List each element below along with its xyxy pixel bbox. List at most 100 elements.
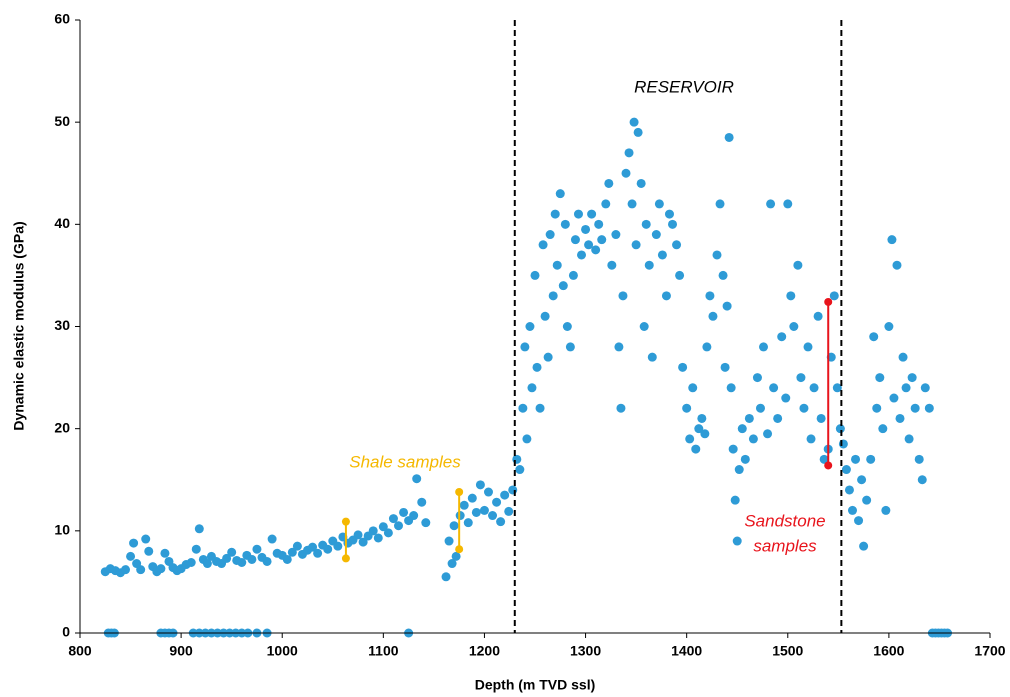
data-point <box>353 530 363 540</box>
data-point <box>570 235 580 245</box>
data-point <box>878 424 888 434</box>
x-tick-label: 1400 <box>671 643 702 659</box>
data-point <box>881 505 891 515</box>
data-point <box>252 544 262 554</box>
data-point <box>126 551 136 561</box>
data-point <box>479 505 489 515</box>
data-point <box>545 230 555 240</box>
data-point <box>194 524 204 534</box>
data-point <box>399 507 409 517</box>
data-point <box>538 240 548 250</box>
data-point <box>144 546 154 556</box>
data-point <box>333 541 343 551</box>
x-tick-label: 800 <box>68 643 92 659</box>
data-point <box>527 383 537 393</box>
data-point <box>907 373 917 383</box>
x-tick-label: 1000 <box>267 643 298 659</box>
data-point <box>522 434 532 444</box>
data-point <box>471 507 481 517</box>
data-point <box>636 178 646 188</box>
sandstone-label: samples <box>753 536 817 555</box>
data-point <box>552 260 562 270</box>
data-point <box>512 454 522 464</box>
data-point <box>718 270 728 280</box>
data-point <box>809 383 819 393</box>
data-point <box>550 209 560 219</box>
data-point <box>383 528 393 538</box>
data-point <box>160 548 170 558</box>
data-point <box>705 291 715 301</box>
y-axis-label: Dynamic elastic modulus (GPa) <box>11 221 27 430</box>
data-point <box>504 506 514 516</box>
data-point <box>796 373 806 383</box>
data-point <box>786 291 796 301</box>
data-point <box>624 148 634 158</box>
data-point <box>832 383 842 393</box>
data-point <box>308 542 318 552</box>
data-point <box>688 383 698 393</box>
data-point <box>584 240 594 250</box>
data-point <box>715 199 725 209</box>
data-point <box>186 558 196 568</box>
data-point <box>508 485 518 495</box>
y-tick-label: 20 <box>54 419 70 435</box>
x-tick-label: 1200 <box>469 643 500 659</box>
data-point <box>675 270 685 280</box>
data-point <box>409 511 419 521</box>
data-point <box>455 511 465 521</box>
sample-low <box>455 545 464 554</box>
data-point <box>664 209 674 219</box>
data-point <box>621 168 631 178</box>
x-tick-label: 1500 <box>772 643 803 659</box>
data-point <box>668 219 678 229</box>
data-point <box>262 556 272 566</box>
data-point <box>496 517 506 527</box>
data-point <box>914 454 924 464</box>
data-point <box>755 403 765 413</box>
y-tick-label: 50 <box>54 113 70 129</box>
data-point <box>869 332 879 342</box>
data-point <box>766 199 776 209</box>
data-point <box>594 219 604 229</box>
data-point <box>724 132 734 142</box>
data-point <box>730 495 740 505</box>
data-point <box>141 534 151 544</box>
data-point <box>737 424 747 434</box>
data-point <box>441 572 451 582</box>
data-point <box>483 487 493 497</box>
data-point <box>644 260 654 270</box>
data-point <box>875 373 885 383</box>
data-point <box>616 403 626 413</box>
data-point <box>697 413 707 423</box>
data-point <box>577 250 587 260</box>
data-point <box>651 230 661 240</box>
data-point <box>720 362 730 372</box>
data-point <box>121 565 130 575</box>
data-point <box>781 393 791 403</box>
data-point <box>629 117 639 127</box>
data-point <box>769 383 779 393</box>
data-point <box>920 383 930 393</box>
data-point <box>565 342 575 352</box>
data-point <box>712 250 722 260</box>
data-point <box>682 403 692 413</box>
x-axis-label: Depth (m TVD ssl) <box>475 677 596 693</box>
data-point <box>447 559 457 569</box>
data-point <box>777 332 787 342</box>
data-point <box>694 424 704 434</box>
data-point <box>793 260 803 270</box>
data-point <box>901 383 911 393</box>
data-point <box>611 230 621 240</box>
data-point <box>520 342 530 352</box>
data-point <box>847 505 857 515</box>
data-point <box>728 444 738 454</box>
data-point <box>555 189 565 199</box>
data-point <box>647 352 657 362</box>
reservoir-label: RESERVOIR <box>634 77 734 96</box>
data-point <box>500 490 510 500</box>
data-point <box>854 516 864 526</box>
x-tick-label: 900 <box>169 643 193 659</box>
data-point <box>227 547 237 557</box>
data-point <box>237 558 247 568</box>
